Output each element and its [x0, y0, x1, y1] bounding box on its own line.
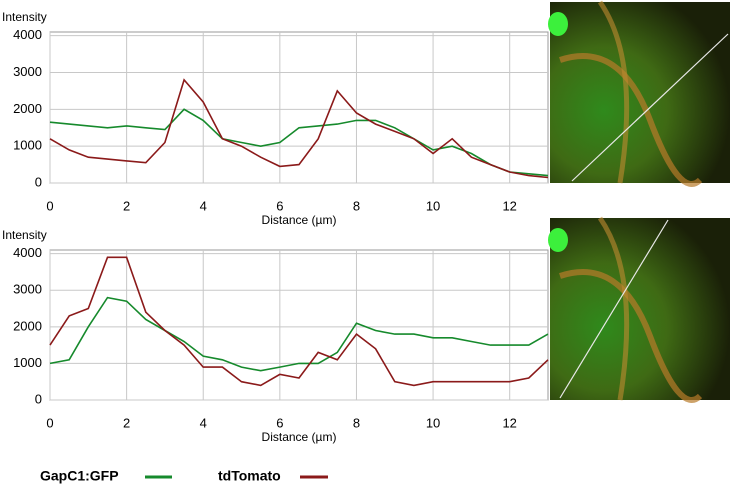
x-tick-label: 2 — [123, 198, 130, 213]
x-axis-label: Distance (µm) — [262, 430, 337, 444]
series-line — [49, 296, 549, 372]
y-tick-label: 4000 — [13, 245, 42, 260]
y-tick-label: 0 — [35, 174, 42, 189]
y-tick-label: 0 — [35, 391, 42, 406]
x-tick-label: 2 — [123, 415, 130, 430]
x-tick-label: 12 — [502, 415, 516, 430]
y-axis-label: Intensity — [2, 228, 47, 242]
x-tick-label: 6 — [276, 198, 283, 213]
plot-area — [49, 31, 549, 184]
x-tick-label: 10 — [426, 198, 440, 213]
y-axis-label: Intensity — [2, 10, 47, 24]
x-tick-label: 6 — [276, 415, 283, 430]
x-tick-label: 12 — [502, 198, 516, 213]
series-line — [49, 78, 549, 179]
y-tick-label: 3000 — [13, 282, 42, 297]
legend-label: GapC1:GFP — [40, 468, 119, 484]
y-tick-label: 4000 — [13, 27, 42, 42]
y-tick-label: 2000 — [13, 101, 42, 116]
micrograph-top — [548, 0, 730, 187]
legend-label: tdTomato — [218, 468, 281, 484]
x-tick-label: 4 — [200, 198, 207, 213]
y-tick-label: 1000 — [13, 138, 42, 153]
series-line — [49, 256, 549, 387]
x-tick-label: 8 — [353, 415, 360, 430]
x-tick-label: 8 — [353, 198, 360, 213]
x-tick-label: 0 — [46, 415, 53, 430]
x-tick-label: 4 — [200, 415, 207, 430]
x-tick-label: 10 — [426, 415, 440, 430]
x-axis-label: Distance (µm) — [262, 213, 337, 227]
y-tick-label: 3000 — [13, 64, 42, 79]
y-tick-label: 1000 — [13, 355, 42, 370]
y-tick-label: 2000 — [13, 318, 42, 333]
micrograph-bottom — [548, 216, 730, 403]
x-tick-label: 0 — [46, 198, 53, 213]
